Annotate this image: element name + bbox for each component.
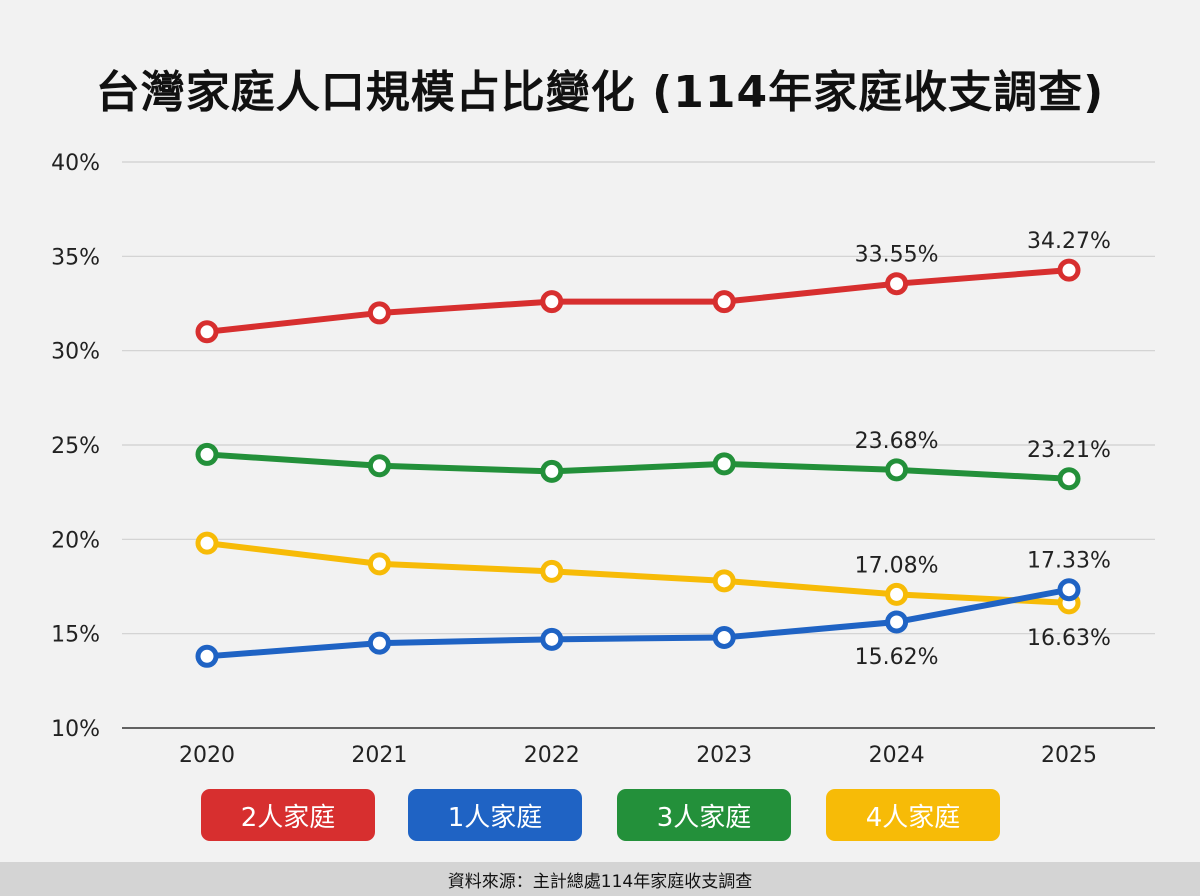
legend-item: 2人家庭	[201, 789, 375, 841]
y-tick-label: 35%	[51, 245, 100, 270]
data-point	[712, 290, 736, 314]
data-point	[367, 631, 391, 655]
legend-item: 4人家庭	[826, 789, 1000, 841]
series-line	[204, 267, 1072, 335]
chart-title: 台灣家庭人口規模占比變化 (114年家庭收支調查)	[95, 67, 1105, 118]
series-3人家庭	[195, 442, 1081, 491]
legend: 2人家庭 1人家庭 3人家庭 4人家庭	[0, 789, 1200, 841]
data-point	[367, 454, 391, 478]
y-tick-label: 25%	[51, 434, 100, 459]
data-point	[1057, 578, 1081, 602]
data-label: 15.62%	[855, 645, 939, 670]
x-tick-label: 2022	[524, 743, 580, 768]
data-labels: 33.55% 34.27% 23.68% 23.21% 17.08% 16.63% 15.6…	[855, 229, 1111, 670]
data-label: 23.68%	[855, 429, 939, 454]
data-label: 17.08%	[855, 553, 939, 578]
data-point	[1057, 258, 1081, 282]
x-tick-label: 2025	[1041, 743, 1097, 768]
source-note: 資料來源：主計總處114年家庭收支調查	[0, 862, 1200, 896]
series-line	[204, 451, 1072, 482]
x-tick-label: 2020	[179, 743, 235, 768]
data-point	[1057, 467, 1081, 491]
data-point	[540, 459, 564, 483]
data-point	[885, 458, 909, 482]
x-axis-ticks: 2020 2021 2022 2023 2024 2025	[179, 743, 1097, 768]
data-point	[885, 582, 909, 606]
data-label: 23.21%	[1027, 438, 1111, 463]
legend-item: 3人家庭	[617, 789, 791, 841]
data-point	[195, 531, 219, 555]
series-lines	[195, 258, 1081, 668]
data-point	[367, 301, 391, 325]
series-4人家庭	[195, 531, 1081, 615]
data-point	[540, 290, 564, 314]
series-line	[204, 540, 1072, 606]
x-tick-label: 2021	[351, 743, 407, 768]
data-point	[367, 552, 391, 576]
series-line	[204, 586, 1072, 660]
y-tick-label: 30%	[51, 340, 100, 365]
data-point	[712, 625, 736, 649]
y-axis-ticks: 10% 15% 20% 25% 30% 35% 40%	[51, 151, 100, 742]
legend-item: 1人家庭	[408, 789, 582, 841]
data-point	[195, 442, 219, 466]
x-tick-label: 2024	[869, 743, 925, 768]
x-tick-label: 2023	[696, 743, 752, 768]
data-point	[195, 644, 219, 668]
series-1人家庭	[195, 578, 1081, 668]
y-tick-label: 15%	[51, 623, 100, 648]
y-tick-label: 10%	[51, 717, 100, 742]
data-label: 16.63%	[1027, 626, 1111, 651]
data-point	[712, 569, 736, 593]
y-tick-label: 20%	[51, 528, 100, 553]
y-tick-label: 40%	[51, 151, 100, 176]
data-label: 34.27%	[1027, 229, 1111, 254]
data-point	[885, 272, 909, 296]
data-point	[540, 559, 564, 583]
data-label: 33.55%	[855, 243, 939, 268]
series-2人家庭	[195, 258, 1081, 344]
data-point	[540, 627, 564, 651]
gridlines	[122, 161, 1155, 729]
data-label: 17.33%	[1027, 549, 1111, 574]
data-point	[885, 610, 909, 634]
data-point	[712, 452, 736, 476]
data-point	[195, 320, 219, 344]
